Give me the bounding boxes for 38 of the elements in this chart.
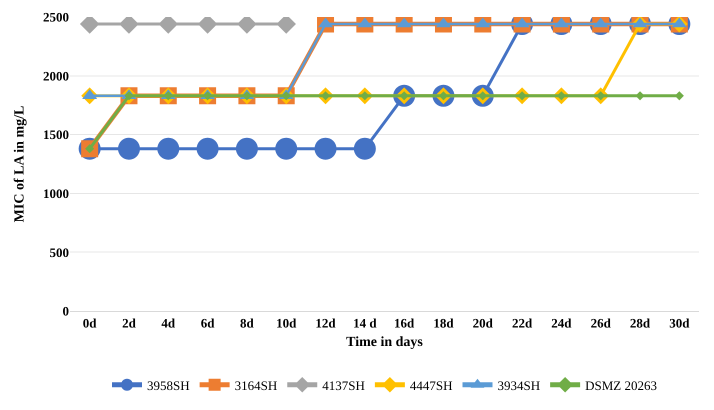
x-tick-label: 28d	[630, 316, 651, 331]
y-tick-label: 2500	[43, 10, 69, 25]
legend-label: 3958SH	[147, 378, 190, 393]
x-tick-label: 22d	[512, 316, 533, 331]
y-tick-label: 1500	[43, 127, 69, 142]
x-tick-label: 24d	[551, 316, 572, 331]
x-tick-label: 2d	[122, 316, 137, 331]
x-tick-label: 14 d	[353, 316, 378, 331]
legend-label: DSMZ 20263	[585, 378, 657, 393]
x-tick-label: 16d	[394, 316, 416, 331]
x-tick-label: 26d	[590, 316, 612, 331]
y-axis-title: MIC of LA in mg/L	[12, 106, 28, 222]
legend-label: 3934SH	[498, 378, 540, 393]
y-tick-label: 0	[62, 304, 69, 319]
x-tick-label: 4d	[161, 316, 176, 331]
point	[635, 91, 645, 100]
x-axis-title: Time in days	[346, 334, 424, 350]
x-tick-label: 30d	[669, 316, 690, 331]
point	[236, 138, 258, 160]
point	[275, 138, 298, 160]
x-tick-label: 8d	[240, 316, 255, 331]
point	[118, 138, 140, 160]
x-tick-label: 12d	[315, 316, 336, 331]
legend-label: 3164SH	[234, 378, 278, 393]
point	[354, 138, 376, 160]
x-tick-label: 20d	[472, 316, 494, 331]
x-tick-label: 10d	[276, 316, 298, 331]
point	[314, 138, 337, 160]
y-tick-label: 1000	[43, 186, 69, 201]
x-tick-label: 0d	[82, 316, 98, 331]
x-tick-label: 6d	[200, 316, 216, 331]
point	[157, 138, 180, 160]
point	[196, 138, 219, 160]
x-tick-label: 18d	[433, 316, 454, 331]
legend-label: 4137SH	[322, 378, 365, 393]
y-tick-label: 500	[50, 244, 69, 260]
y-tick-label: 2000	[43, 68, 69, 84]
legend-label: 4447SH	[410, 378, 452, 393]
